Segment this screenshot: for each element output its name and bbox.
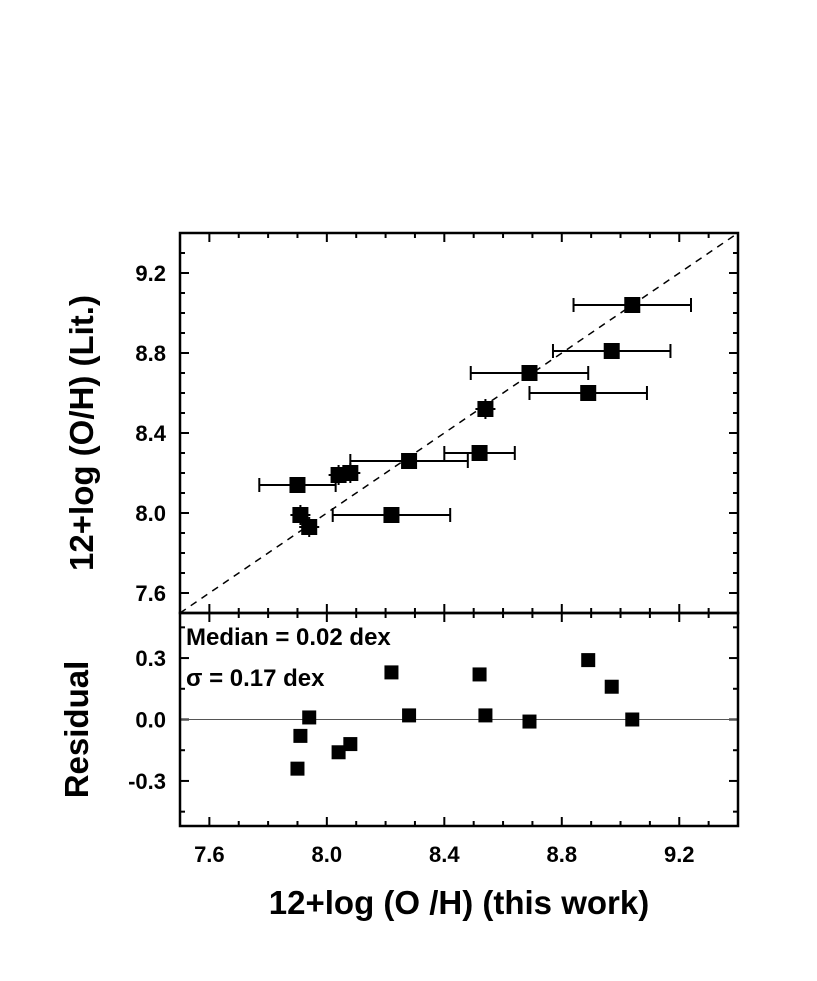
residual-point (290, 761, 305, 776)
data-point (477, 401, 494, 417)
bottom-y-tick-label: 0.0 (135, 708, 166, 733)
residual-point (604, 679, 619, 694)
data-point (401, 453, 418, 469)
top-y-axis-title: 12+log (O/H) (Lit.) (63, 295, 100, 571)
residual-point (478, 708, 493, 723)
data-point (580, 385, 597, 401)
residual-point (472, 667, 487, 682)
data-point (301, 519, 318, 535)
top-y-tick-label: 9.2 (135, 261, 166, 286)
data-point (471, 445, 488, 461)
data-point (521, 365, 538, 381)
residual-point (384, 665, 399, 680)
bottom-y-tick-label: -0.3 (128, 769, 166, 794)
bottom-y-tick-label: 0.3 (135, 646, 166, 671)
bottom-plot-frame (178, 611, 740, 828)
data-point (383, 507, 400, 523)
residual-point (522, 714, 537, 729)
x-tick-label: 8.8 (546, 842, 577, 867)
data-point (603, 343, 620, 359)
x-tick-label: 9.2 (664, 842, 695, 867)
residual-point (302, 710, 317, 725)
top-y-tick-label: 8.0 (135, 501, 166, 526)
x-tick-label: 7.6 (194, 842, 225, 867)
x-tick-label: 8.4 (429, 842, 460, 867)
top-y-tick-label: 8.8 (135, 341, 166, 366)
bottom-y-axis-title: Residual (58, 661, 95, 799)
residual-point (343, 737, 358, 752)
residual-point (402, 708, 417, 723)
residual-point (293, 728, 308, 743)
x-tick-label: 8.0 (312, 842, 343, 867)
residual-point (625, 712, 640, 727)
top-y-tick-label: 7.6 (135, 581, 166, 606)
one-to-one-reference-line (179, 232, 739, 614)
data-point (289, 477, 306, 493)
bottom-panel: -0.3 0.0 0.3 7.6 8.0 8.4 8.8 9.2 Median = 0.02… (58, 611, 740, 921)
residual-point (331, 745, 346, 760)
median-annotation: Median = 0.02 dex (186, 624, 391, 651)
residual-point (581, 653, 596, 668)
data-point (342, 465, 359, 481)
top-panel: 7.6 8.0 8.4 8.8 9.2 12+log (O/H) (Lit.) (63, 231, 740, 615)
sigma-annotation: σ = 0.17 dex (186, 665, 325, 692)
top-y-tick-label: 8.4 (135, 421, 166, 446)
data-point (624, 297, 641, 313)
x-axis-title: 12+log (O /H) (this work) (269, 884, 649, 921)
